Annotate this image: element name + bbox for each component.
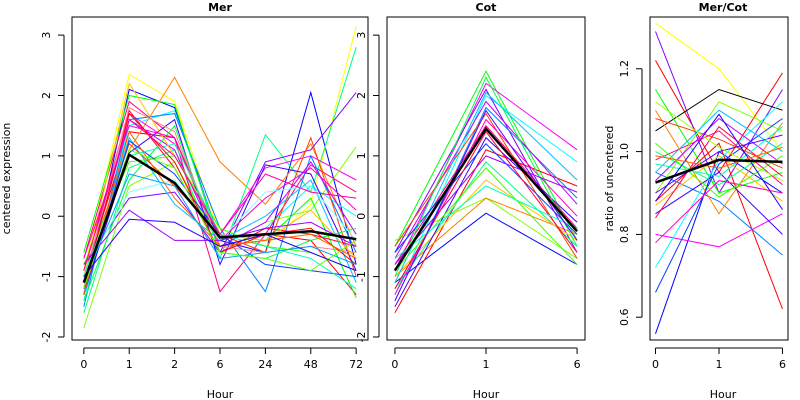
- series-line-12: [394, 100, 578, 259]
- x-axis-label: Hour: [473, 388, 500, 400]
- plot-frame: [386, 16, 586, 341]
- y-tick-label: 1.2: [618, 60, 631, 78]
- y-tick-label: 0: [40, 213, 53, 220]
- series-line-28: [655, 146, 783, 169]
- series-line-13: [394, 179, 578, 277]
- series-line-16: [83, 136, 357, 289]
- x-tick-label: 72: [349, 358, 363, 371]
- y-tick-label: 3: [355, 32, 368, 39]
- x-tick-label: 48: [304, 358, 318, 371]
- y-tick-label: 3: [40, 32, 53, 39]
- x-tick-label: 0: [391, 358, 398, 371]
- series-line-14: [394, 136, 578, 308]
- x-tick-label: 6: [217, 358, 224, 371]
- y-tick-label: -2: [355, 331, 368, 342]
- series-line-30: [83, 118, 357, 271]
- chart-panel-3: Mer/Cot 0 1 6 Hour 0.6 0.8 1.0 1.2 ratio of uncen…: [603, 1, 789, 400]
- y-tick-label: 0.8: [618, 226, 631, 244]
- series-line-12: [655, 130, 783, 186]
- plot-frame: [649, 16, 789, 341]
- series-line-14: [83, 118, 357, 295]
- series-line-3: [394, 149, 578, 314]
- y-axis-label: ratio of uncentered: [603, 126, 616, 232]
- x-tick-label: 1: [126, 358, 133, 371]
- series-line-19: [655, 118, 783, 169]
- series-line-9: [655, 89, 783, 194]
- x-tick-label: 2: [171, 358, 178, 371]
- chart-panel-2: Cot 0 1 6 Hour -2 -1 0 1 2 3: [355, 1, 586, 400]
- series-line-18: [83, 155, 357, 272]
- series-line-20: [655, 109, 783, 173]
- series-line-5: [83, 47, 357, 313]
- y-tick-label: 0: [355, 213, 368, 220]
- chart-title: Mer: [208, 1, 232, 14]
- mean-line: [82, 152, 357, 284]
- x-tick-label: 1: [483, 358, 490, 371]
- chart-title: Mer/Cot: [699, 1, 748, 14]
- y-axis-label: centered expression: [0, 123, 13, 235]
- y-tick-label: -2: [40, 331, 53, 342]
- series-line-23: [655, 134, 783, 194]
- series-line-16: [394, 91, 578, 283]
- y-tick-label: 1: [40, 152, 53, 159]
- series-line-23: [394, 185, 578, 259]
- series-line-17: [655, 155, 783, 206]
- y-tick-label: 2: [355, 92, 368, 99]
- series-line-10: [83, 100, 357, 293]
- x-tick-label: 6: [574, 358, 581, 371]
- series-line-14: [655, 171, 783, 235]
- series-line-27: [655, 113, 783, 210]
- series-line-21: [394, 155, 578, 265]
- y-tick-label: 1: [355, 152, 368, 159]
- series-line-4: [394, 82, 578, 271]
- series-line-11: [394, 161, 578, 289]
- y-tick-label: -1: [355, 271, 368, 282]
- x-tick-label: 6: [779, 358, 786, 371]
- series-line-26: [655, 101, 783, 182]
- series-line-27: [83, 209, 357, 265]
- series-line-20: [394, 76, 578, 277]
- series-line-19: [394, 143, 578, 253]
- series-line-21: [655, 180, 783, 244]
- series-line-24: [655, 125, 783, 219]
- y-tick-label: 0.6: [618, 308, 631, 326]
- x-tick-label: 24: [258, 358, 272, 371]
- y-tick-label: 2: [40, 92, 53, 99]
- x-tick-label: 0: [652, 358, 659, 371]
- series-line-32: [83, 218, 357, 277]
- series-line-15: [655, 142, 783, 186]
- plot-frame: [71, 16, 369, 341]
- chart-title: Cot: [476, 1, 497, 14]
- series-line-22: [394, 130, 578, 289]
- series-line-7: [655, 213, 783, 248]
- series-line-6: [655, 171, 783, 256]
- x-tick-label: 1: [716, 358, 723, 371]
- x-axis-label: Hour: [710, 388, 737, 400]
- series-line-25: [655, 126, 783, 177]
- series-line-10: [655, 109, 783, 215]
- y-tick-label: -1: [40, 271, 53, 282]
- series-line-18: [655, 118, 783, 293]
- series-line-31: [83, 149, 357, 289]
- mean-line: [393, 126, 579, 272]
- chart-panel-1: Mer 0 1 2 6 24 48 72 Hour -2 -1 0 1 2 3 centered expres…: [0, 1, 369, 400]
- series-line-29: [83, 173, 357, 283]
- mean-line: [655, 158, 783, 184]
- x-tick-label: 0: [80, 358, 87, 371]
- y-tick-label: 1.0: [618, 143, 631, 161]
- x-axis-label: Hour: [207, 388, 234, 400]
- series-line-15: [394, 112, 578, 259]
